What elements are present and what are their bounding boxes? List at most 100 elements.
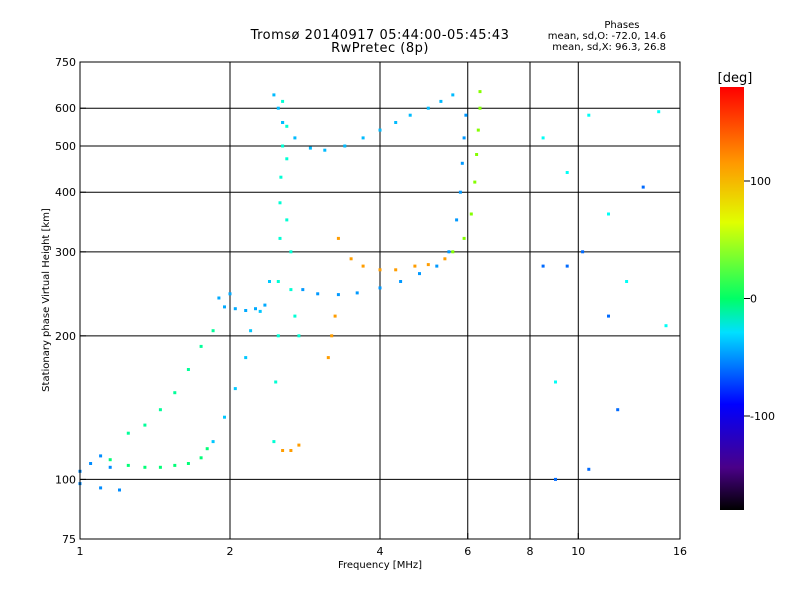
data-point [285, 218, 289, 222]
y-tick-label: 75 [62, 533, 76, 546]
data-point [99, 454, 103, 458]
chart-title: Tromsø 20140917 05:44:00-05:45:43 [250, 28, 510, 43]
data-point [426, 263, 430, 267]
data-point [223, 415, 226, 419]
data-point [199, 344, 203, 348]
y-tick-label: 750 [55, 56, 76, 69]
data-point [293, 136, 297, 140]
data-point [343, 144, 347, 148]
data-point [554, 477, 557, 481]
y-tick-label: 200 [55, 330, 76, 343]
x-tick-label: 16 [673, 545, 687, 558]
data-point [158, 408, 162, 412]
data-point [297, 334, 301, 338]
data-points [78, 90, 668, 492]
data-point [478, 106, 482, 110]
data-point [587, 113, 591, 117]
data-point [285, 124, 289, 128]
data-point [205, 447, 209, 451]
data-point [289, 449, 293, 452]
data-point [326, 356, 330, 360]
x-tick-label: 6 [464, 545, 471, 558]
data-point [108, 458, 112, 462]
data-point [408, 113, 412, 117]
data-point [587, 467, 591, 471]
data-point [378, 128, 382, 132]
x-tick-label: 8 [527, 545, 534, 558]
phase-stats-x: mean, sd,X: 96.3, 26.8 [552, 42, 666, 53]
data-point [276, 106, 280, 110]
data-point [378, 268, 382, 272]
colorbar-tick-label: 100 [750, 175, 771, 188]
data-point [301, 288, 305, 292]
y-tick-label: 300 [55, 246, 76, 259]
y-tick-label: 400 [55, 186, 76, 199]
phase-stats-title: Phases [604, 20, 640, 31]
data-point [607, 314, 610, 318]
data-point [211, 440, 215, 444]
data-point [641, 185, 645, 189]
data-point [126, 463, 130, 467]
data-point [541, 136, 545, 140]
x-tick-label: 4 [377, 545, 384, 558]
data-point [186, 462, 190, 465]
colorbar-tick-label: 0 [750, 293, 757, 306]
data-point [439, 99, 443, 103]
colorbar-ticks: 100 0 -100 [744, 175, 775, 423]
data-point [233, 387, 237, 391]
data-point [272, 93, 276, 97]
data-point [458, 190, 462, 194]
data-point [289, 288, 293, 292]
data-point [249, 329, 253, 333]
data-point [217, 296, 221, 300]
data-point [361, 264, 365, 268]
data-point [268, 280, 271, 283]
data-point [464, 113, 468, 117]
data-point [399, 280, 403, 283]
data-point [565, 264, 569, 268]
data-point [143, 423, 147, 427]
data-point [289, 250, 293, 254]
data-point [254, 307, 257, 311]
data-point [443, 257, 447, 261]
data-point [607, 212, 610, 216]
data-point [473, 180, 477, 184]
x-axis-ticks: 1 2 4 6 8 10 16 [77, 533, 687, 558]
data-point [462, 236, 466, 240]
data-point [657, 110, 661, 114]
data-point [664, 324, 668, 328]
data-point [263, 303, 267, 307]
data-point [625, 280, 629, 283]
y-tick-label: 100 [55, 473, 76, 486]
data-point [462, 136, 466, 140]
data-point [285, 157, 289, 161]
data-point [108, 465, 112, 469]
data-point [233, 307, 237, 311]
data-point [378, 286, 382, 290]
data-point [278, 236, 282, 240]
colorbar-tick-label: -100 [750, 410, 775, 423]
data-point [281, 99, 285, 103]
data-point [293, 314, 297, 318]
data-point [475, 153, 479, 156]
chart-subtitle: RwPretec (8p) [331, 41, 429, 56]
data-point [173, 391, 177, 395]
data-point [451, 250, 455, 254]
data-point [118, 488, 121, 492]
data-point [99, 486, 103, 490]
data-point [281, 449, 285, 452]
data-point [244, 356, 248, 360]
x-tick-label: 1 [77, 545, 84, 558]
data-point [126, 431, 130, 435]
data-point [276, 280, 280, 283]
data-point [554, 380, 557, 384]
data-point [323, 148, 327, 152]
data-point [258, 309, 262, 313]
data-point [336, 293, 340, 297]
y-tick-label: 500 [55, 140, 76, 153]
data-point [333, 314, 337, 318]
data-point [211, 329, 215, 333]
data-point [173, 463, 177, 467]
data-point [228, 292, 232, 296]
